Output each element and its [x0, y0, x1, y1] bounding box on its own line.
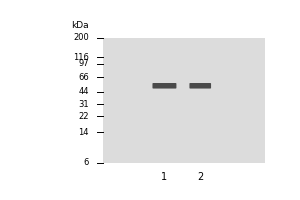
- Text: kDa: kDa: [71, 21, 89, 30]
- Text: 14: 14: [78, 128, 89, 137]
- Text: 22: 22: [78, 112, 89, 121]
- Text: 6: 6: [83, 158, 89, 167]
- Text: 2: 2: [197, 172, 203, 182]
- Text: 1: 1: [161, 172, 167, 182]
- Text: 66: 66: [78, 73, 89, 82]
- Text: 97: 97: [78, 59, 89, 68]
- Text: 200: 200: [73, 33, 89, 42]
- FancyBboxPatch shape: [152, 83, 176, 89]
- FancyBboxPatch shape: [189, 83, 211, 89]
- Text: 31: 31: [78, 100, 89, 109]
- Bar: [103, 38, 266, 163]
- Text: 116: 116: [73, 53, 89, 62]
- Text: 44: 44: [78, 87, 89, 96]
